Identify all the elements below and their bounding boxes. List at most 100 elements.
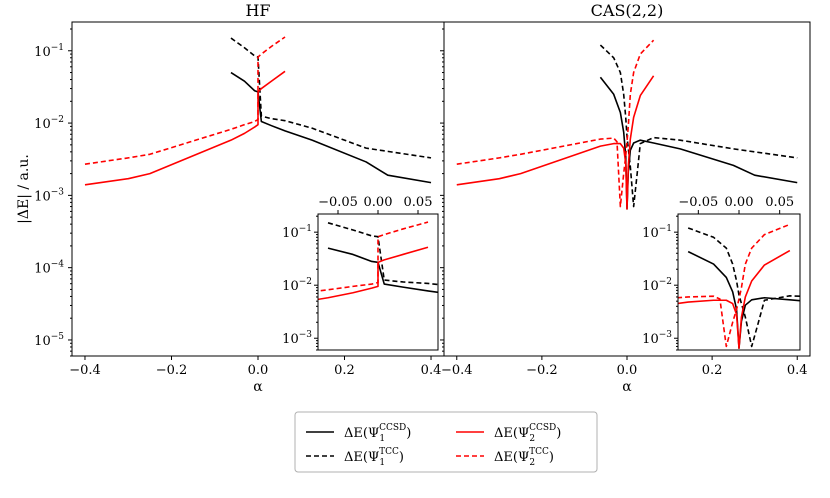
inset-y-tick-label-text: 10−3 — [642, 330, 672, 347]
y-tick-label-text: 10−2 — [34, 115, 64, 132]
inset-y-tick-label-exponent: −3 — [299, 330, 313, 340]
inset-x-tick-label: 0.00 — [364, 195, 393, 210]
inset-y-tick-label: 10−1 — [642, 224, 672, 241]
panel-title: CAS(2,2) — [591, 1, 664, 20]
panel-lines — [456, 39, 798, 210]
inset-y-tick-label-base: 10 — [642, 332, 659, 347]
series-line-3 — [84, 70, 286, 186]
inset-series-line-2 — [327, 222, 438, 286]
x-tick-label: 0.2 — [334, 363, 355, 378]
legend-label-suffix: ) — [399, 450, 404, 465]
inset-series-line-3 — [678, 249, 791, 349]
y-tick-label: 10−2 — [34, 115, 64, 132]
y-tick-label-base: 10 — [34, 45, 51, 60]
y-tick-label-exponent: −4 — [51, 260, 65, 270]
inset-y-tick-label: 10−3 — [642, 330, 672, 347]
legend-label-suffix: ) — [556, 426, 561, 441]
inset-y-tick-label-text: 10−1 — [282, 224, 312, 241]
y-axis-label: |ΔE| / a.u. — [16, 154, 32, 224]
y-tick-label-text: 10−1 — [34, 43, 64, 60]
x-tick-label: 0.2 — [702, 363, 723, 378]
legend: ΔE(Ψ1CCSD) ΔE(Ψ2CCSD)ΔE(Ψ1TCC) ΔE(Ψ2TCC) — [294, 411, 598, 473]
x-tick-label: −0.4 — [441, 363, 473, 378]
legend-label-sup: CCSD — [529, 423, 556, 433]
y-tick-label-base: 10 — [34, 117, 51, 132]
legend-box — [294, 411, 598, 473]
y-tick-label-text: 10−3 — [34, 187, 64, 204]
legend-label-suffix: ) — [549, 450, 554, 465]
inset-y-tick-label-base: 10 — [282, 279, 299, 294]
panel-hf: HF−0.4 −0.2 0.0 0.2 0.4α10−510−410−310−210−1… — [16, 1, 445, 395]
inset-y-tick-label-exponent: −2 — [299, 277, 312, 287]
inset-x-tick-label: −0.05 — [318, 195, 358, 210]
inset-y-tick-label: 10−1 — [282, 224, 312, 241]
y-tick-label-text: 10−4 — [34, 260, 64, 277]
inset-y-tick-label: 10−2 — [282, 277, 312, 294]
y-tick-label: 10−5 — [34, 332, 64, 349]
inset-y-tick-label: 10−3 — [282, 330, 312, 347]
legend-label-prefix: ΔE(Ψ — [494, 426, 529, 441]
x-tick-label: −0.2 — [526, 363, 558, 378]
legend-label: ΔE(Ψ1CCSD) — [344, 423, 411, 444]
inset-frame — [677, 213, 801, 351]
legend-label-prefix: ΔE(Ψ — [494, 450, 529, 465]
y-tick-label-base: 10 — [34, 262, 51, 277]
inset-series-line-4 — [678, 223, 791, 348]
inset-series-line-2 — [687, 227, 800, 348]
series-line-2 — [599, 44, 798, 208]
inset-x-tick-label: −0.05 — [678, 195, 718, 210]
inset-x-tick-label: 0.05 — [404, 195, 433, 210]
y-tick-label: 10−4 — [34, 260, 64, 277]
y-tick-label-text: 10−5 — [34, 332, 64, 349]
x-tick-label: 0.4 — [787, 363, 808, 378]
x-tick-label: 0.0 — [617, 363, 638, 378]
inset-y-tick-label-exponent: −1 — [299, 224, 312, 234]
x-axis-label: α — [253, 379, 263, 395]
inset-y-tick-label-exponent: −3 — [659, 330, 673, 340]
legend-label-sub: 1 — [379, 458, 385, 468]
inset-series-line-1 — [327, 247, 438, 294]
y-tick-label: 10−3 — [34, 187, 64, 204]
x-tick-label: −0.2 — [156, 363, 188, 378]
series-line-3 — [456, 75, 655, 210]
inset-lines — [678, 223, 800, 349]
series-line-4 — [456, 39, 655, 208]
legend-label: ΔE(Ψ1TCC) — [344, 447, 404, 468]
series-line-4 — [84, 36, 286, 165]
y-tick-label-base: 10 — [34, 334, 51, 349]
panel-title: HF — [245, 1, 270, 20]
inset-series-line-3 — [318, 246, 429, 301]
y-tick-label-base: 10 — [34, 189, 51, 204]
inset-y-tick-label-base: 10 — [282, 332, 299, 347]
y-tick-label-exponent: −3 — [51, 187, 65, 197]
inset-lines — [318, 221, 438, 301]
legend-label-prefix: ΔE(Ψ — [344, 450, 379, 465]
inset-y-tick-label-base: 10 — [642, 279, 659, 294]
inset-y-tick-label-base: 10 — [642, 226, 659, 241]
legend-label: ΔE(Ψ2TCC) — [494, 447, 554, 468]
inset-y-tick-label-base: 10 — [282, 226, 299, 241]
legend-label-sup: CCSD — [379, 423, 406, 433]
inset-y-tick-label-exponent: −1 — [659, 224, 672, 234]
inset-y-tick-label-exponent: −2 — [659, 277, 672, 287]
legend-label-suffix: ) — [406, 426, 411, 441]
x-tick-label: 0.0 — [248, 363, 269, 378]
inset-y-tick-label-text: 10−2 — [642, 277, 672, 294]
y-tick-label-exponent: −2 — [51, 115, 64, 125]
inset-y-tick-label-text: 10−2 — [282, 277, 312, 294]
inset-series-line-4 — [318, 221, 429, 292]
inset-y-tick-label: 10−2 — [642, 277, 672, 294]
series-line-1 — [230, 71, 432, 184]
x-tick-label: −0.4 — [69, 363, 101, 378]
panel-lines — [84, 36, 432, 186]
legend-label-sub: 2 — [529, 458, 535, 468]
inset-x-tick-label: 0.05 — [765, 195, 794, 210]
x-tick-label: 0.4 — [421, 363, 442, 378]
legend-label: ΔE(Ψ2CCSD) — [494, 423, 561, 444]
legend-label-sub: 2 — [529, 434, 535, 444]
y-tick-label-exponent: −5 — [51, 332, 65, 342]
y-tick-label: 10−1 — [34, 43, 64, 60]
y-tick-label-exponent: −1 — [51, 43, 64, 53]
